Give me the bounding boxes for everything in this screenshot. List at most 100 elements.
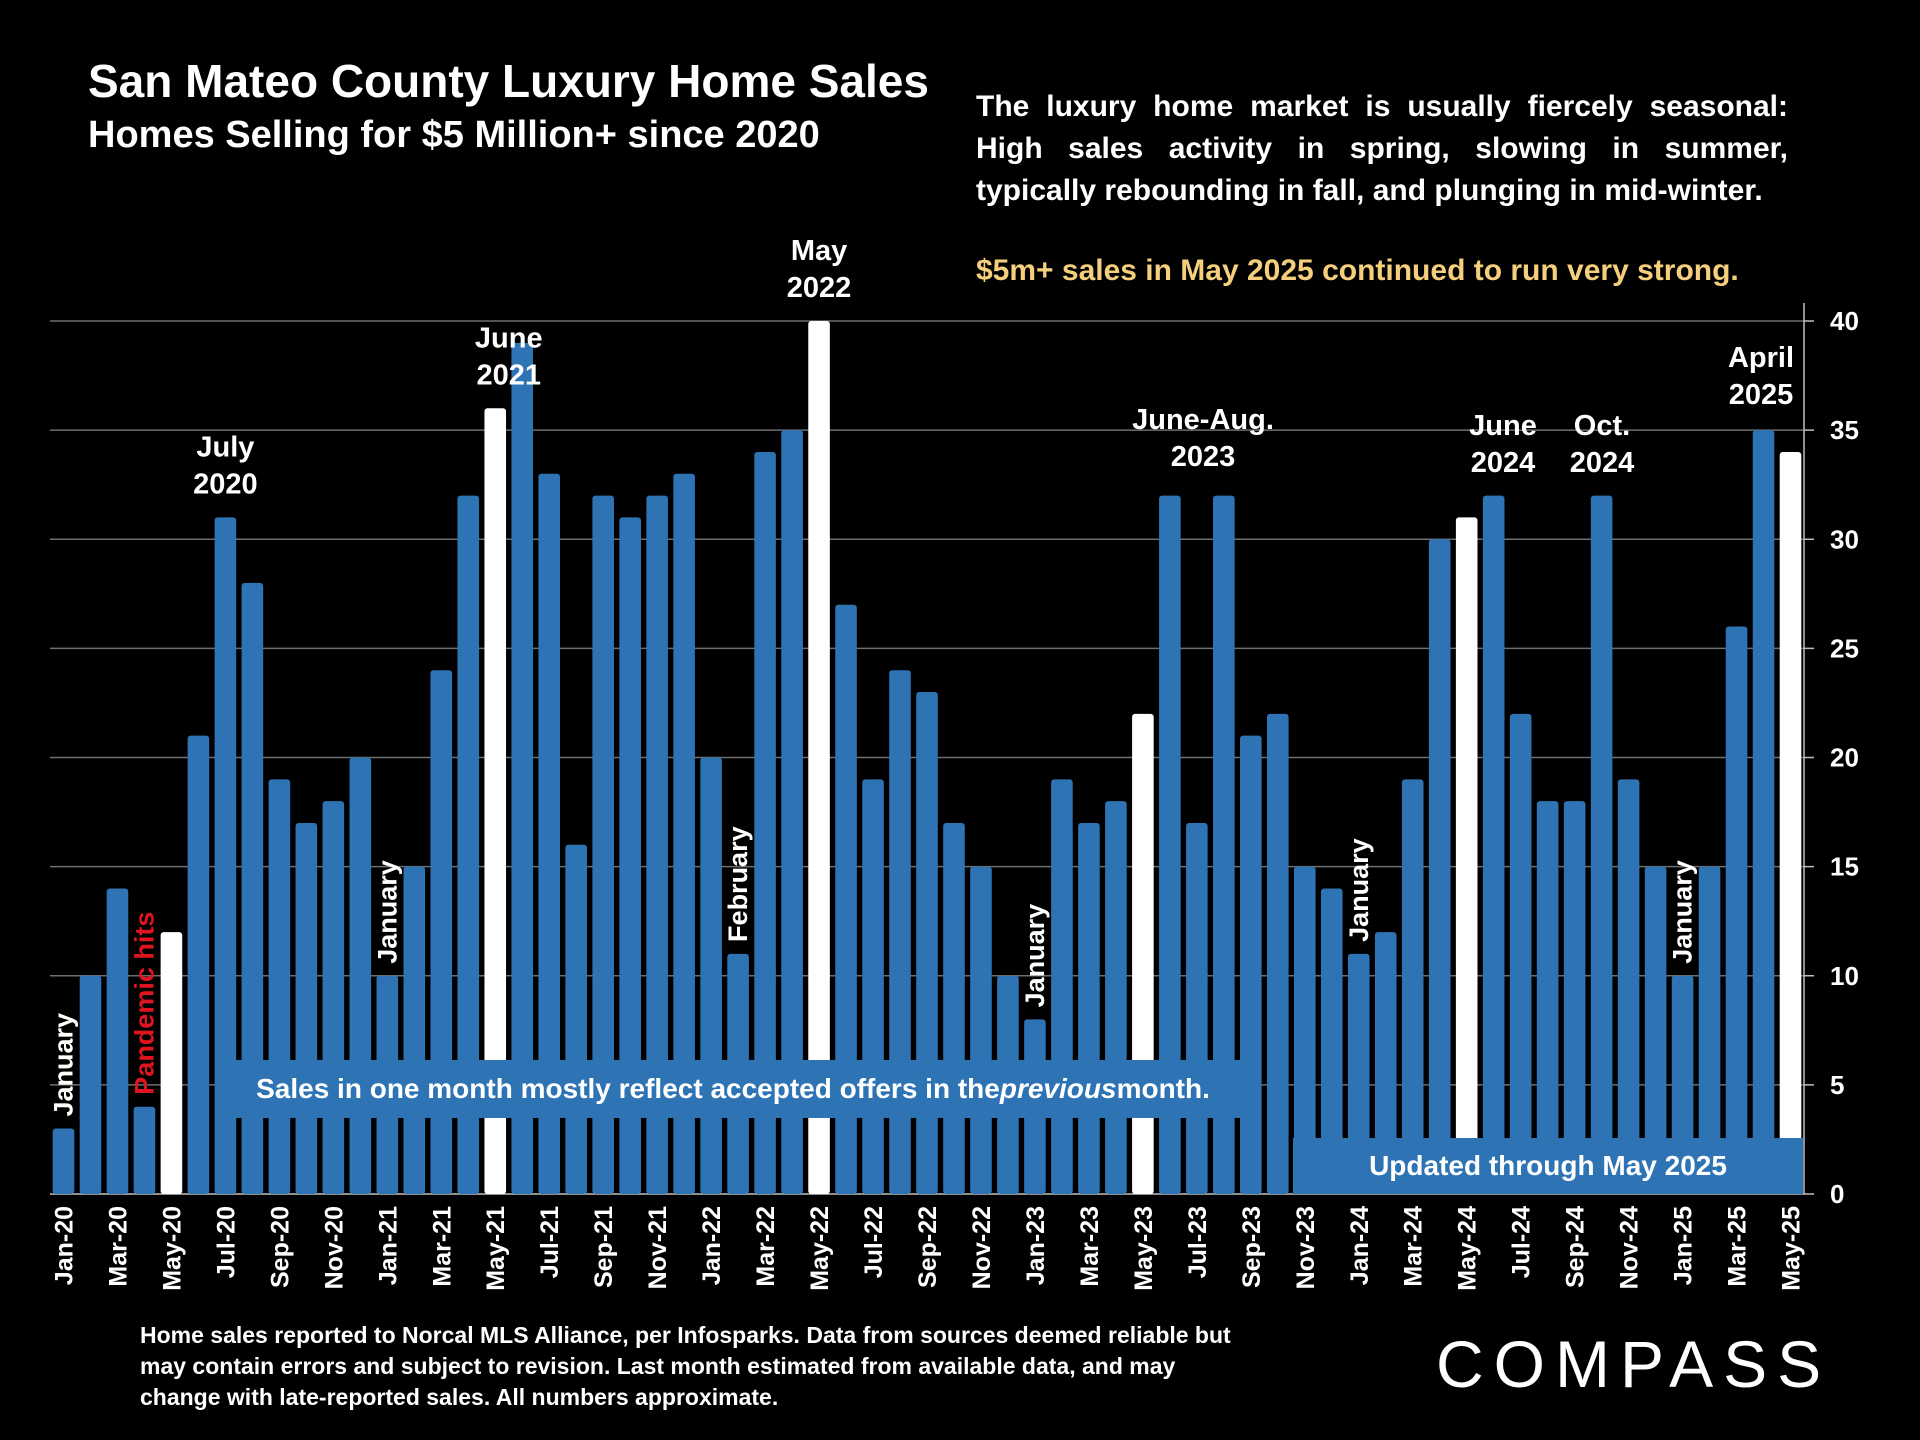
- bar-apr-24: [1428, 539, 1451, 1194]
- y-tick-label: 25: [1830, 633, 1859, 663]
- x-tick-label: Jan-24: [1346, 1206, 1374, 1285]
- note-box: Sales in one month mostly reflect accept…: [218, 1060, 1248, 1118]
- bar-sep-21: [592, 495, 614, 1195]
- bar-annotation: 2025: [1729, 379, 1794, 411]
- bar-jan-24: [1347, 953, 1370, 1194]
- bar-annotation: Oct.: [1574, 410, 1630, 442]
- bar-oct-22: [943, 822, 965, 1194]
- bar-mar-24: [1401, 779, 1424, 1194]
- x-tick-label: Jan-21: [374, 1206, 402, 1285]
- x-tick-label: May-24: [1454, 1206, 1482, 1291]
- bar-annotation: January: [1020, 904, 1050, 1008]
- bar-annotation: January: [1344, 838, 1374, 942]
- bar-jun-24: [1482, 495, 1505, 1195]
- x-tick-label: Nov-20: [320, 1206, 348, 1289]
- bar-feb-24: [1374, 932, 1397, 1194]
- x-tick-label: Nov-21: [644, 1206, 672, 1289]
- bar-feb-25: [1698, 866, 1721, 1194]
- updated-box: Updated through May 2025: [1293, 1138, 1803, 1194]
- y-tick-label: 35: [1830, 415, 1859, 445]
- bar-annotation: January: [48, 1013, 78, 1117]
- bar-nov-24: [1617, 779, 1640, 1194]
- compass-logo: COMPASS: [1436, 1327, 1832, 1401]
- bar-oct-20: [295, 822, 318, 1194]
- x-tick-label: Jan-25: [1670, 1206, 1698, 1285]
- description-text: The luxury home market is usually fierce…: [976, 90, 1788, 207]
- bar-aug-21: [565, 844, 587, 1194]
- bar-aug-20: [241, 582, 264, 1194]
- note-text-before: Sales in one month mostly reflect accept…: [256, 1073, 1000, 1104]
- x-tick-label: May-25: [1778, 1206, 1806, 1291]
- bar-sep-20: [268, 779, 291, 1194]
- bar-feb-20: [79, 975, 102, 1194]
- x-tick-label: Nov-24: [1616, 1206, 1644, 1289]
- bar-jul-21: [538, 473, 561, 1194]
- x-tick-label: May-23: [1130, 1206, 1158, 1291]
- footnote: Home sales reported to Norcal MLS Allian…: [140, 1322, 1231, 1410]
- bar-annotation: May: [791, 235, 847, 267]
- x-tick-label: Jan-22: [698, 1206, 726, 1285]
- bar-nov-20: [322, 801, 345, 1194]
- bar-sep-24: [1563, 801, 1586, 1194]
- bar-oct-21: [619, 517, 641, 1194]
- x-tick-label: Jul-23: [1184, 1206, 1212, 1278]
- x-tick-label: Jul-20: [212, 1206, 240, 1278]
- bar-annotation: June-Aug.: [1132, 404, 1274, 436]
- bar-may-24: [1455, 517, 1478, 1194]
- bar-annotation: February: [723, 826, 753, 942]
- bar-annotation: 2020: [193, 468, 258, 500]
- x-tick-label: Mar-23: [1076, 1206, 1104, 1287]
- bar-mar-22: [754, 451, 776, 1194]
- bar-apr-21: [457, 495, 480, 1195]
- x-tick-label: May-22: [806, 1206, 834, 1291]
- bar-oct-24: [1590, 495, 1613, 1195]
- bar-jun-23: [1159, 495, 1181, 1195]
- bar-apr-22: [781, 430, 803, 1194]
- bar-mar-20: [106, 888, 129, 1194]
- y-tick-label: 40: [1830, 306, 1859, 336]
- x-tick-label: Mar-22: [752, 1206, 780, 1287]
- bar-jun-22: [835, 604, 857, 1194]
- bar-annotation: 2023: [1171, 441, 1236, 473]
- bar-nov-22: [970, 866, 992, 1194]
- bar-dec-21: [673, 473, 695, 1194]
- note-text-after: month.: [1116, 1073, 1210, 1104]
- bar-may-21: [484, 408, 507, 1194]
- x-tick-label: Nov-23: [1292, 1206, 1320, 1289]
- bar-jul-20: [214, 517, 237, 1194]
- bar-may-22: [808, 321, 830, 1194]
- bar-annotation: June: [1469, 410, 1537, 442]
- bar-jan-20: [52, 1128, 75, 1194]
- bar-may-20: [160, 932, 183, 1194]
- x-tick-label: Jul-21: [536, 1206, 564, 1278]
- bar-annotation: January: [1668, 860, 1698, 964]
- bar-may-25: [1779, 451, 1802, 1194]
- bar-dec-23: [1320, 888, 1343, 1194]
- bar-jul-23: [1186, 822, 1208, 1194]
- x-tick-label: Jan-20: [50, 1206, 78, 1285]
- bar-jun-21: [511, 342, 534, 1194]
- y-tick-label: 15: [1830, 852, 1859, 882]
- bar-jan-22: [700, 757, 722, 1194]
- y-tick-label: 10: [1830, 961, 1859, 991]
- highlight-text: $5m+ sales in May 2025 continued to run …: [976, 254, 1739, 287]
- note-text-emphasis: previous: [999, 1073, 1117, 1104]
- bar-apr-20: [133, 1106, 156, 1194]
- x-tick-label: Jan-23: [1022, 1206, 1050, 1285]
- bar-annotation: July: [196, 431, 254, 463]
- x-tick-label: Mar-24: [1400, 1206, 1428, 1287]
- bar-nov-21: [646, 495, 668, 1195]
- bar-nov-23: [1293, 866, 1316, 1194]
- bar-apr-25: [1752, 430, 1775, 1194]
- bar-annotation: January: [372, 860, 402, 964]
- bar-annotation: 2022: [787, 272, 852, 304]
- y-tick-label: 5: [1830, 1070, 1844, 1100]
- bar-sep-23: [1240, 735, 1262, 1194]
- bar-annotation: 2024: [1570, 447, 1635, 479]
- bar-annotation: June: [475, 322, 543, 354]
- bar-oct-23: [1267, 713, 1289, 1194]
- bar-jun-20: [187, 735, 210, 1194]
- x-tick-label: Mar-20: [104, 1206, 132, 1287]
- bar-mar-25: [1725, 626, 1748, 1194]
